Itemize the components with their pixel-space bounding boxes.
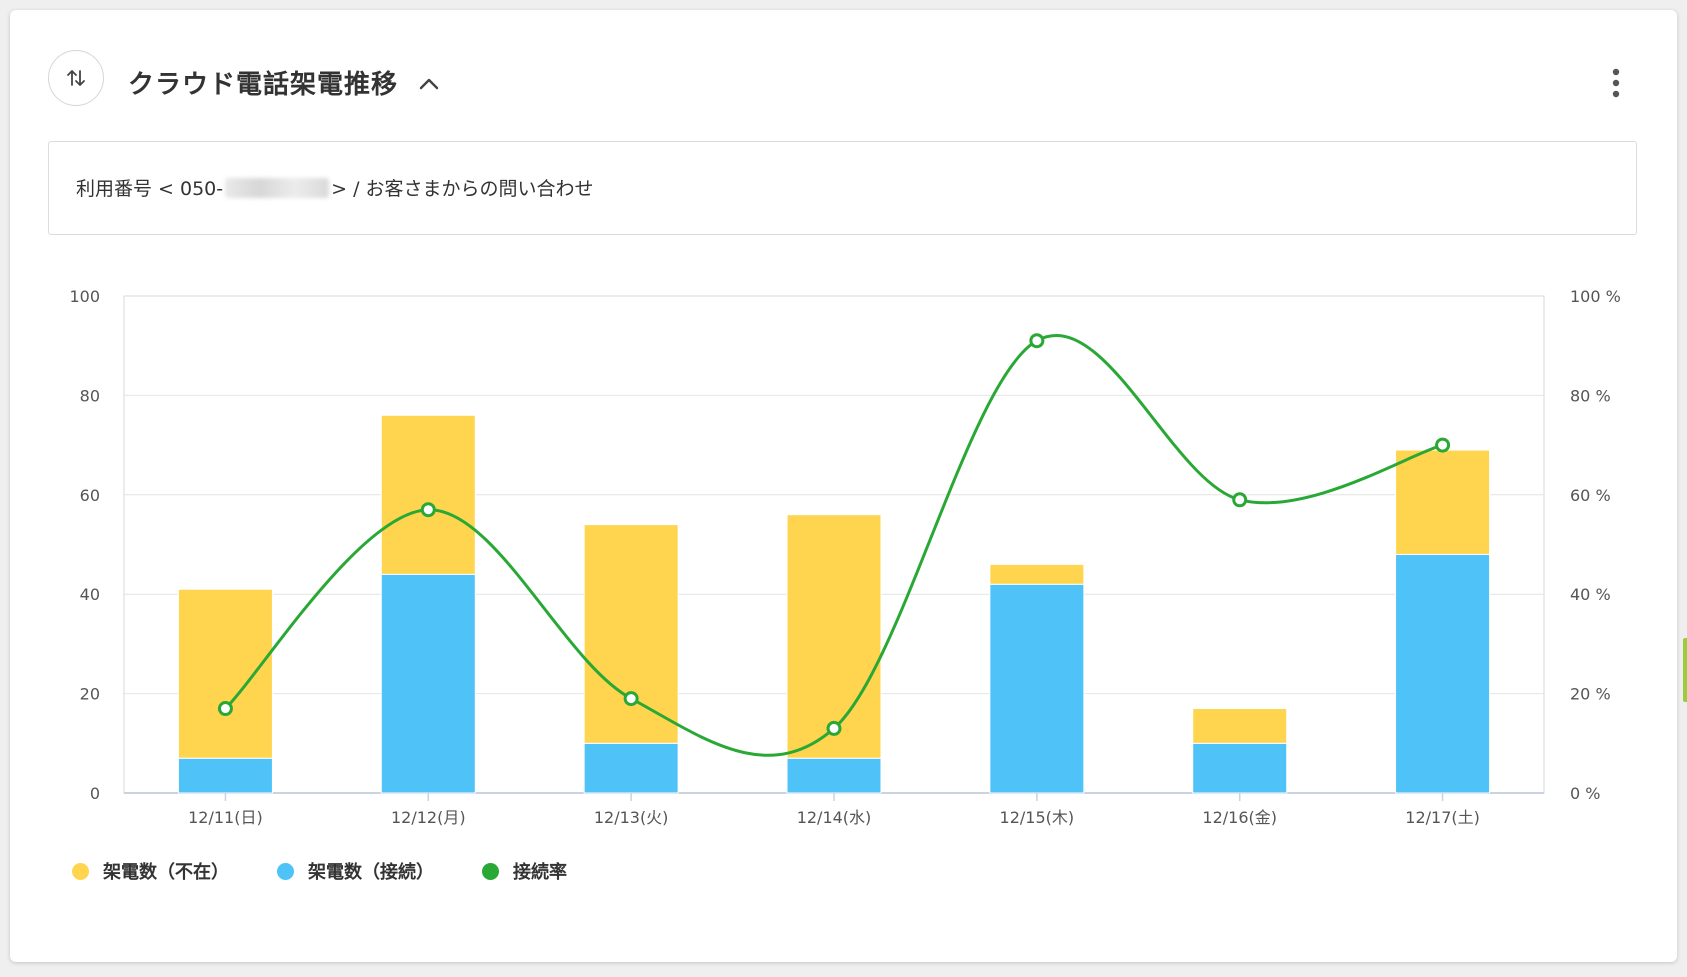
y-tick-right: 40 % bbox=[1570, 585, 1611, 604]
sort-arrows-icon[interactable] bbox=[48, 50, 104, 106]
rate-point bbox=[623, 691, 639, 707]
y-tick-left: 100 bbox=[69, 287, 100, 306]
bar-segment bbox=[1192, 708, 1288, 744]
legend-item-absent[interactable]: 架電数（不在） bbox=[72, 858, 229, 884]
legend-label: 架電数（不在） bbox=[103, 862, 229, 883]
edge-handle[interactable] bbox=[1683, 638, 1687, 702]
legend-item-rate[interactable]: 接続率 bbox=[482, 858, 567, 884]
legend-item-connected[interactable]: 架電数（接続） bbox=[277, 858, 434, 884]
bar-segment bbox=[786, 757, 882, 794]
rate-point bbox=[217, 701, 233, 717]
x-tick-label: 12/15(木) bbox=[1000, 808, 1075, 827]
bar-segment bbox=[380, 573, 476, 794]
bar-segment bbox=[786, 514, 882, 759]
info-prefix: 利用番号 < 050- bbox=[76, 178, 224, 200]
y-tick-right: 20 % bbox=[1570, 685, 1611, 704]
legend: 架電数（不在） 架電数（接続） 接続率 bbox=[72, 858, 615, 884]
y-tick-right: 0 % bbox=[1570, 784, 1600, 803]
rate-point bbox=[1435, 437, 1451, 453]
legend-dot-icon bbox=[277, 862, 294, 880]
bar-segment bbox=[583, 742, 679, 794]
x-tick-label: 12/16(金) bbox=[1202, 808, 1277, 827]
x-tick-label: 12/17(土) bbox=[1405, 808, 1480, 827]
legend-dot-icon bbox=[482, 862, 499, 880]
y-tick-right: 100 % bbox=[1570, 287, 1621, 306]
rate-point bbox=[420, 502, 436, 518]
info-text: 利用番号 < 050- > / お客さまからの問い合わせ bbox=[76, 174, 594, 201]
bar-segment bbox=[1395, 449, 1491, 555]
bar-segment bbox=[1192, 742, 1288, 794]
page-title: クラウド電話架電推移 bbox=[128, 70, 399, 100]
x-tick-label: 12/13(火) bbox=[594, 808, 669, 827]
rate-point bbox=[1029, 333, 1045, 349]
y-tick-left: 0 bbox=[90, 784, 100, 803]
legend-dot-icon bbox=[72, 862, 89, 880]
info-box: 利用番号 < 050- > / お客さまからの問い合わせ bbox=[48, 141, 1637, 235]
bar-segment bbox=[989, 563, 1085, 585]
masked-number bbox=[225, 177, 330, 198]
y-tick-left: 20 bbox=[80, 685, 100, 704]
bar-segment bbox=[177, 588, 273, 759]
legend-label: 架電数（接続） bbox=[308, 862, 434, 883]
more-vertical-icon[interactable] bbox=[1608, 66, 1624, 102]
y-tick-left: 40 bbox=[80, 585, 100, 604]
y-tick-right: 80 % bbox=[1570, 386, 1611, 405]
bar-segment bbox=[1395, 553, 1491, 794]
x-tick-label: 12/12(月) bbox=[391, 808, 466, 827]
info-suffix: > / お客さまからの問い合わせ bbox=[331, 178, 594, 200]
bar-segment bbox=[380, 414, 476, 575]
chevron-up-icon[interactable] bbox=[415, 70, 443, 98]
bar-segment bbox=[583, 524, 679, 744]
y-tick-right: 60 % bbox=[1570, 486, 1611, 505]
rate-point bbox=[826, 720, 842, 736]
x-tick-label: 12/14(水) bbox=[797, 808, 872, 827]
rate-point bbox=[1232, 492, 1248, 508]
bar-segment bbox=[177, 757, 273, 794]
y-tick-left: 60 bbox=[80, 486, 100, 505]
y-tick-left: 80 bbox=[80, 386, 100, 405]
x-tick-label: 12/11(日) bbox=[188, 808, 263, 827]
bar-segment bbox=[989, 583, 1085, 794]
legend-label: 接続率 bbox=[513, 862, 567, 883]
